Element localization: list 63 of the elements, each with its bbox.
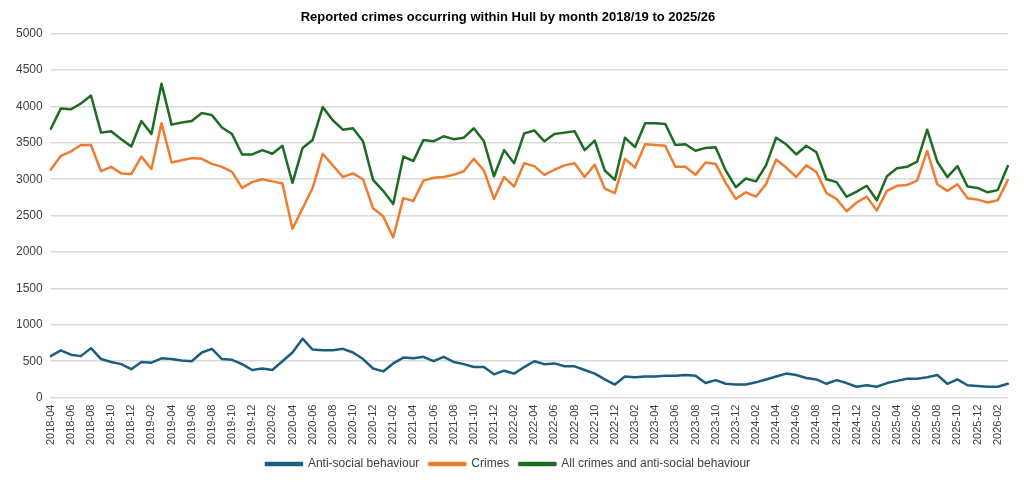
x-tick-label: 2021-08 xyxy=(446,404,459,446)
x-tick-label: 2018-12 xyxy=(124,404,137,446)
chart-title: Reported crimes occurring within Hull by month 2018/19 to 2025/26 xyxy=(300,9,716,25)
legend-label: Anti-social behaviour xyxy=(307,456,420,471)
x-tick-label: 2025-02 xyxy=(869,404,882,446)
legend-label: All crimes and anti-social behaviour xyxy=(561,456,751,471)
x-tick-label: 2019-08 xyxy=(204,404,217,446)
x-tick-label: 2023-10 xyxy=(708,404,721,446)
x-tick-label: 2020-06 xyxy=(305,404,318,446)
x-tick-label: 2025-08 xyxy=(930,404,943,446)
x-tick-label: 2019-06 xyxy=(184,404,197,446)
y-tick-label: 0 xyxy=(36,389,44,404)
y-tick-label: 2000 xyxy=(15,244,44,259)
x-tick-label: 2021-12 xyxy=(487,404,500,446)
x-tick-label: 2021-02 xyxy=(386,404,399,446)
y-tick-label: 4000 xyxy=(15,98,44,113)
x-tick-label: 2018-10 xyxy=(104,404,117,446)
x-tick-label: 2025-06 xyxy=(910,404,923,446)
y-tick-label: 1500 xyxy=(15,280,44,295)
x-tick-label: 2026-02 xyxy=(990,404,1003,446)
y-tick-label: 1000 xyxy=(15,317,44,332)
x-tick-label: 2025-04 xyxy=(890,404,903,446)
x-tick-label: 2025-10 xyxy=(950,404,963,446)
x-tick-label: 2024-06 xyxy=(789,404,802,446)
y-tick-label: 2500 xyxy=(15,207,44,222)
x-tick-label: 2024-02 xyxy=(748,404,761,446)
x-tick-label: 2020-10 xyxy=(345,404,358,446)
x-tick-label: 2020-02 xyxy=(265,404,278,446)
x-tick-label: 2018-08 xyxy=(84,404,97,446)
x-tick-label: 2019-02 xyxy=(144,404,157,446)
x-tick-label: 2019-12 xyxy=(245,404,258,446)
x-tick-label: 2023-06 xyxy=(668,404,681,446)
x-tick-label: 2023-04 xyxy=(648,404,661,446)
x-tick-label: 2022-12 xyxy=(607,404,620,446)
x-tick-label: 2023-12 xyxy=(728,404,741,446)
x-tick-label: 2022-04 xyxy=(527,404,540,446)
x-tick-label: 2021-06 xyxy=(426,404,439,446)
x-tick-label: 2022-08 xyxy=(567,404,580,446)
y-tick-label: 4500 xyxy=(15,62,44,77)
x-tick-label: 2024-04 xyxy=(769,404,782,446)
x-tick-label: 2020-04 xyxy=(285,404,298,446)
x-tick-label: 2022-02 xyxy=(507,404,520,446)
x-tick-label: 2023-02 xyxy=(628,404,641,446)
x-tick-label: 2025-12 xyxy=(970,404,983,446)
y-tick-label: 500 xyxy=(22,353,44,368)
x-tick-label: 2024-12 xyxy=(849,404,862,446)
y-tick-label: 5000 xyxy=(15,25,44,40)
x-tick-label: 2020-08 xyxy=(325,404,338,446)
x-tick-label: 2019-10 xyxy=(225,404,238,446)
x-tick-label: 2021-10 xyxy=(466,404,479,446)
x-tick-label: 2022-10 xyxy=(587,404,600,446)
x-tick-label: 2018-04 xyxy=(43,404,56,446)
x-tick-label: 2021-04 xyxy=(406,404,419,446)
x-tick-label: 2018-06 xyxy=(63,404,76,446)
x-tick-label: 2020-12 xyxy=(366,404,379,446)
x-tick-label: 2023-08 xyxy=(688,404,701,446)
x-tick-label: 2024-08 xyxy=(809,404,822,446)
x-tick-label: 2019-04 xyxy=(164,404,177,446)
y-tick-label: 3000 xyxy=(15,171,44,186)
y-tick-label: 3500 xyxy=(15,135,44,150)
x-tick-label: 2024-10 xyxy=(829,404,842,446)
x-tick-label: 2022-06 xyxy=(547,404,560,446)
legend-label: Crimes xyxy=(471,456,510,471)
